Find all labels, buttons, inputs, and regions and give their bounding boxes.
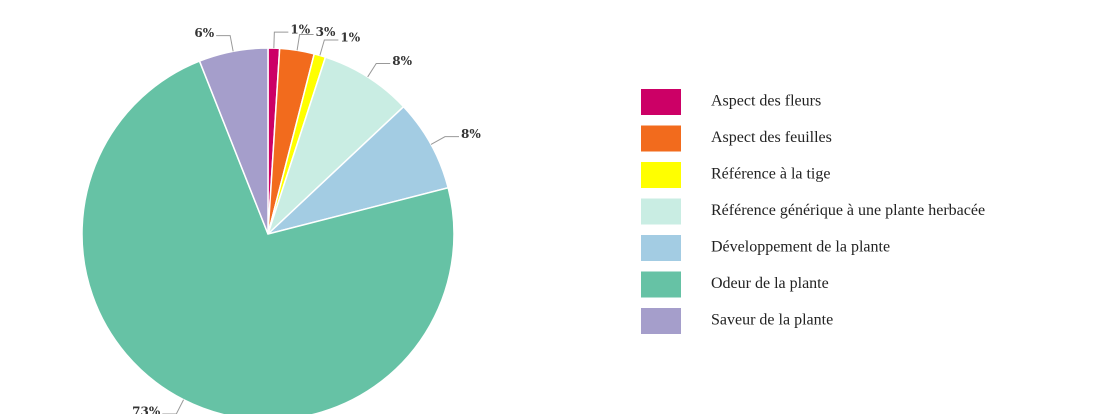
data-label: 8% bbox=[392, 54, 412, 68]
legend-label: Odeur de la plante bbox=[711, 275, 829, 292]
leader-line bbox=[296, 33, 314, 51]
leader-line bbox=[216, 35, 234, 52]
leader-line bbox=[319, 39, 339, 56]
legend-swatch bbox=[641, 89, 681, 115]
legend-label: Référence à la tige bbox=[711, 166, 830, 183]
legend-swatch bbox=[641, 162, 681, 188]
legend-swatch bbox=[641, 271, 681, 298]
data-label: 1% bbox=[340, 31, 360, 45]
leader-line bbox=[273, 31, 289, 49]
legend-swatch bbox=[641, 125, 681, 152]
leader-line bbox=[162, 399, 185, 414]
legend-label: Aspect des fleurs bbox=[711, 93, 821, 110]
legend-label: Saveur de la plante bbox=[711, 312, 833, 329]
legend-label: Développement de la plante bbox=[711, 239, 890, 256]
legend-label: Aspect des feuilles bbox=[711, 129, 832, 146]
data-label: 8% bbox=[461, 127, 481, 141]
data-label: 6% bbox=[194, 26, 214, 40]
legend-swatch bbox=[641, 235, 681, 261]
legend-swatch bbox=[641, 198, 681, 225]
legend-label: Référence générique à une plante herbacé… bbox=[711, 202, 985, 219]
data-label: 3% bbox=[316, 25, 336, 39]
pie-slice bbox=[267, 105, 450, 235]
pie-slice bbox=[267, 56, 405, 235]
data-label: 1% bbox=[290, 23, 310, 37]
leader-line bbox=[367, 62, 391, 78]
legend-swatch bbox=[641, 308, 681, 334]
data-label: 73% bbox=[132, 404, 161, 414]
pie-slice bbox=[198, 47, 269, 235]
leader-line bbox=[430, 136, 460, 145]
